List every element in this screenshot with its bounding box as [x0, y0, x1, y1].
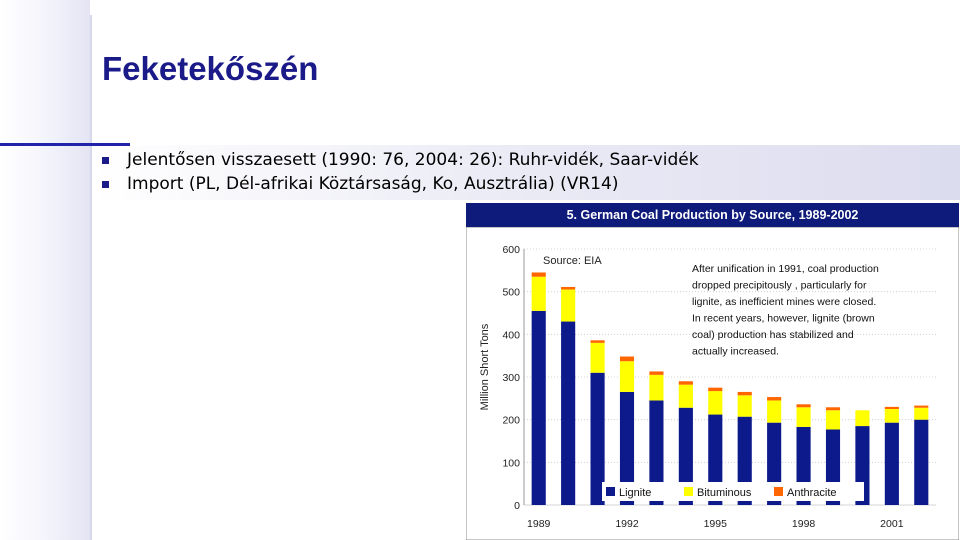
bar-anthracite: [531, 272, 546, 277]
bar-anthracite: [590, 340, 605, 343]
bar-anthracite: [649, 371, 664, 375]
chart-legend: Lignite Bituminous Anthracite: [602, 482, 864, 501]
bar-anthracite: [796, 404, 811, 408]
bar-anthracite: [884, 406, 899, 409]
y-tick-label: 400: [502, 329, 520, 341]
bar-bituminous: [561, 289, 576, 322]
x-tick-label: 1998: [792, 518, 816, 530]
bullet-text: Import (PL, Dél-afrikai Köztársaság, Ko,…: [127, 174, 619, 194]
legend-swatch-anthracite: [774, 487, 783, 496]
bar-lignite: [619, 391, 635, 505]
bar-lignite: [561, 321, 576, 505]
bar-anthracite: [914, 405, 929, 408]
chart-svg: Million Short Tons 0 100 200 300 400 500 600 1…: [466, 227, 959, 540]
bullet-item: Import (PL, Dél-afrikai Köztársaság, Ko,…: [102, 172, 699, 196]
bar-lignite: [884, 422, 899, 505]
annotation-line: In recent years, however, lignite (brown: [692, 313, 875, 325]
legend-swatch-lignite: [606, 487, 615, 496]
bar-anthracite: [767, 397, 782, 401]
y-tick-label: 600: [502, 244, 520, 256]
y-tick-labels: 0 100 200 300 400 500 600: [502, 244, 520, 512]
x-tick-label: 2001: [880, 518, 904, 530]
bar-bituminous: [590, 342, 605, 373]
bar-bituminous: [855, 410, 870, 427]
x-tick-label: 1989: [527, 518, 551, 530]
x-tick-label: 1995: [704, 518, 728, 530]
legend-swatch-bituminous: [684, 487, 693, 496]
left-decor-band: [0, 0, 90, 540]
vertical-rule: [90, 15, 92, 540]
bar-anthracite: [561, 286, 576, 290]
bar-bituminous: [737, 395, 752, 417]
bullet-list: Jelentősen visszaesett (1990: 76, 2004: …: [102, 148, 699, 196]
bar-anthracite: [708, 387, 723, 392]
chart-source: Source: EIA: [543, 255, 602, 267]
chart-title: 5. German Coal Production by Source, 198…: [466, 203, 959, 227]
annotation-line: dropped precipitously , particularly for: [692, 280, 867, 292]
x-tick-labels: 1989 1992 1995 1998 2001: [527, 518, 904, 530]
bar-bituminous: [884, 409, 899, 423]
bar-anthracite: [825, 407, 841, 411]
coal-chart: 5. German Coal Production by Source, 198…: [466, 203, 959, 540]
bullet-item: Jelentősen visszaesett (1990: 76, 2004: …: [102, 148, 699, 172]
legend-label: Lignite: [619, 487, 651, 499]
bar-bituminous: [767, 400, 782, 423]
bar-lignite: [914, 419, 929, 505]
bar-anthracite: [619, 356, 635, 362]
bar-bituminous: [796, 407, 811, 427]
bar-anthracite: [678, 381, 693, 385]
annotation-line: actually increased.: [692, 346, 779, 358]
legend-label: Anthracite: [787, 487, 837, 499]
annotation-line: lignite, as inefficient mines were close…: [692, 296, 876, 308]
bar-lignite: [531, 310, 546, 505]
bar-bituminous: [619, 361, 635, 392]
y-tick-label: 0: [514, 500, 520, 512]
x-tick-label: 1992: [615, 518, 639, 530]
legend-box: [602, 482, 864, 501]
annotation-line: coal) production has stabilized and: [692, 329, 854, 341]
bar-anthracite: [737, 391, 752, 396]
bar-lignite: [678, 407, 693, 505]
chart-annotation: After unification in 1991, coal producti…: [692, 263, 879, 358]
bullet-text: Jelentősen visszaesett (1990: 76, 2004: …: [127, 150, 699, 170]
slide-title: Feketekőszén: [102, 50, 319, 87]
bullet-square-icon: [102, 156, 109, 164]
bar-lignite: [590, 372, 605, 505]
bullet-highlight-band: [92, 145, 960, 200]
y-tick-label: 500: [502, 287, 520, 299]
horizontal-rule: [0, 143, 130, 146]
legend-label: Bituminous: [697, 487, 752, 499]
y-axis-label: Million Short Tons: [479, 323, 491, 410]
bar-bituminous: [531, 276, 546, 311]
y-tick-label: 300: [502, 372, 520, 384]
y-tick-label: 100: [502, 457, 520, 469]
annotation-line: After unification in 1991, coal producti…: [692, 263, 879, 275]
bullet-square-icon: [102, 180, 109, 188]
bar-bituminous: [649, 374, 664, 401]
bars: [531, 272, 929, 505]
y-tick-label: 200: [502, 415, 520, 427]
bar-bituminous: [825, 410, 841, 430]
bar-bituminous: [708, 391, 723, 415]
bar-bituminous: [678, 384, 693, 408]
bar-lignite: [649, 400, 664, 505]
bar-bituminous: [914, 407, 929, 420]
